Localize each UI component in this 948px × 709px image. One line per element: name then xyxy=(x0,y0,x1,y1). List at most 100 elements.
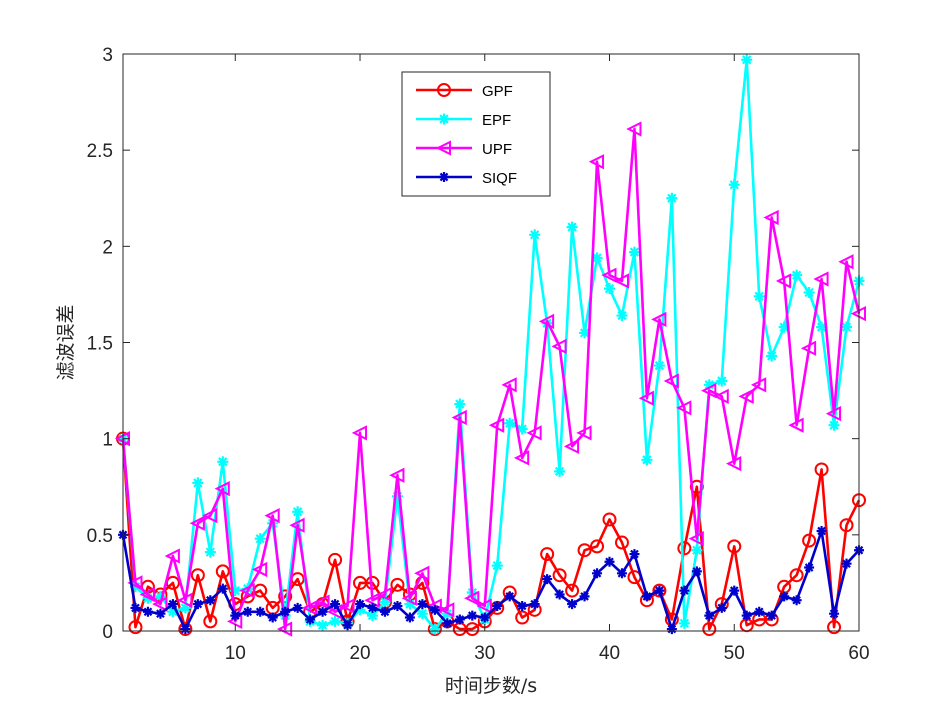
legend-label-gpf: GPF xyxy=(482,83,513,100)
data-point-upf xyxy=(613,273,629,289)
data-point-epf xyxy=(329,615,341,627)
data-point-upf xyxy=(563,438,580,454)
data-point-upf xyxy=(688,531,704,547)
data-point-upf xyxy=(127,575,143,591)
data-point-gpf xyxy=(328,552,343,567)
data-point-siqf xyxy=(604,556,615,567)
data-point-siqf xyxy=(205,595,216,606)
legend-box xyxy=(401,71,551,197)
data-point-upf xyxy=(464,590,480,606)
data-point-siqf xyxy=(754,606,765,617)
data-point-epf xyxy=(803,286,815,298)
data-point-gpf xyxy=(652,583,667,598)
data-point-siqf xyxy=(554,589,565,600)
data-point-siqf xyxy=(791,595,802,606)
data-point-siqf xyxy=(280,606,291,617)
data-point-siqf xyxy=(442,618,453,629)
data-point-siqf xyxy=(766,610,777,621)
data-point-epf xyxy=(703,379,715,391)
x-tick-label: 50 xyxy=(724,643,745,664)
data-point-epf xyxy=(591,252,603,264)
data-point-epf xyxy=(666,192,678,204)
data-point-epf xyxy=(791,269,803,281)
data-point-upf xyxy=(513,450,530,466)
data-point-epf xyxy=(766,350,778,362)
data-point-gpf xyxy=(614,535,629,550)
data-point-siqf xyxy=(317,606,328,617)
y-tick-label: 2 xyxy=(102,237,113,258)
data-point-gpf xyxy=(390,577,405,592)
data-point-epf xyxy=(391,490,403,502)
data-point-gpf xyxy=(789,568,804,583)
data-point-siqf xyxy=(417,599,428,610)
data-point-siqf xyxy=(142,606,153,617)
data-point-siqf xyxy=(592,568,603,579)
data-point-gpf xyxy=(727,539,742,554)
data-point-epf xyxy=(566,221,578,233)
data-point-siqf xyxy=(454,614,465,625)
series-line-upf xyxy=(121,127,861,631)
data-point-siqf xyxy=(479,612,490,623)
data-point-siqf xyxy=(330,599,341,610)
data-point-epf xyxy=(354,604,366,616)
series-upf xyxy=(114,121,866,637)
data-point-siqf xyxy=(305,614,316,625)
data-point-gpf xyxy=(702,622,717,637)
data-point-gpf xyxy=(565,583,580,598)
series-siqf xyxy=(118,525,864,635)
data-point-siqf xyxy=(841,558,852,569)
data-point-upf xyxy=(152,596,168,612)
data-point-gpf xyxy=(215,564,230,579)
data-point-siqf xyxy=(130,602,141,613)
data-point-epf xyxy=(217,456,229,468)
data-point-siqf xyxy=(167,599,178,610)
data-point-upf xyxy=(339,598,355,614)
data-point-siqf xyxy=(729,585,740,596)
data-point-siqf xyxy=(579,591,590,602)
data-point-gpf xyxy=(203,614,218,629)
data-point-siqf xyxy=(741,610,752,621)
data-point-upf xyxy=(314,594,330,610)
data-point-upf xyxy=(651,311,667,328)
data-point-upf xyxy=(713,388,729,404)
data-point-gpf xyxy=(278,589,293,604)
data-point-upf xyxy=(501,377,517,393)
data-point-upf xyxy=(476,598,492,614)
data-point-upf xyxy=(276,621,293,637)
data-point-siqf xyxy=(392,600,403,611)
data-point-siqf xyxy=(629,549,640,560)
data-point-upf xyxy=(489,417,505,433)
data-point-epf xyxy=(828,419,840,431)
data-point-gpf xyxy=(677,541,692,556)
y-tick-label: 1.5 xyxy=(87,334,113,355)
data-point-upf xyxy=(264,507,280,524)
data-point-gpf xyxy=(590,539,605,554)
data-point-siqf xyxy=(379,606,390,617)
data-point-siqf xyxy=(155,608,166,619)
data-point-siqf xyxy=(255,606,266,617)
data-point-siqf xyxy=(367,602,378,613)
data-point-epf xyxy=(366,610,378,622)
data-point-upf xyxy=(239,582,255,599)
data-point-siqf xyxy=(467,610,478,621)
data-point-upf xyxy=(738,388,754,404)
data-point-gpf xyxy=(540,547,555,562)
axes-layer: 10 20 30 40 50 60 0 0.5 1 1.5 2 2.5 3 xyxy=(87,45,870,664)
data-point-epf xyxy=(641,454,653,466)
data-point-gpf xyxy=(814,462,829,477)
data-point-siqf xyxy=(267,612,278,623)
data-point-siqf xyxy=(429,604,440,615)
data-point-siqf xyxy=(829,608,840,619)
data-point-epf xyxy=(604,283,616,295)
data-point-upf xyxy=(214,481,230,497)
data-point-siqf xyxy=(404,612,415,623)
data-point-gpf xyxy=(577,543,592,558)
data-point-siqf xyxy=(804,562,815,573)
legend-label-epf: EPF xyxy=(482,112,511,129)
data-point-gpf xyxy=(465,622,480,637)
legend-entry-epf: EPF xyxy=(416,112,511,129)
data-point-siqf xyxy=(542,574,553,585)
data-point-upf xyxy=(763,209,779,226)
data-point-siqf xyxy=(666,624,677,635)
